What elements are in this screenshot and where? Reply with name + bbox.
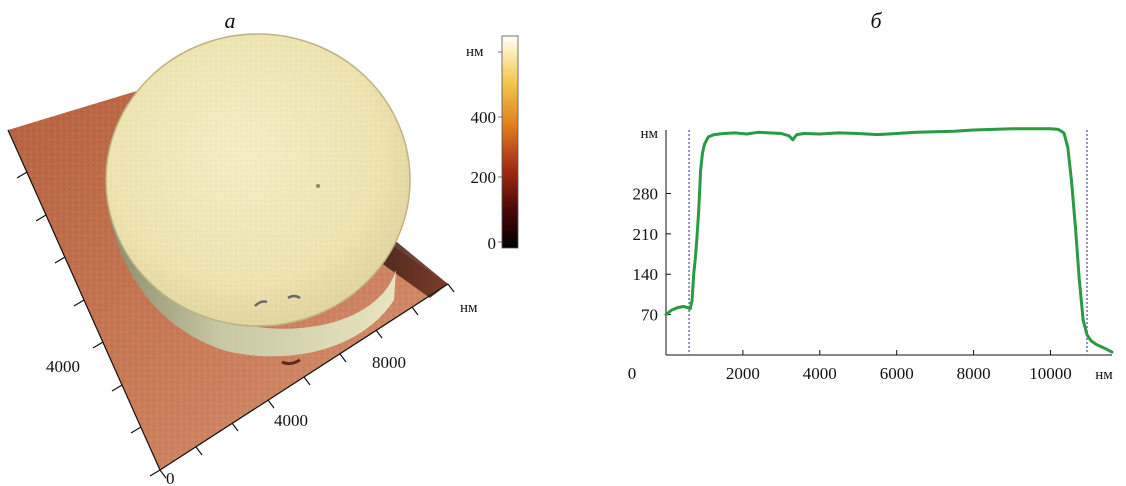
x-tick-label: 6000 [880,364,914,383]
x-tick-label: 10000 [1029,364,1072,383]
afm-right-axis-ticks [159,283,455,479]
y-tick-label: 210 [633,225,659,244]
profile-line [664,127,1114,354]
x-tick-label: 0 [628,364,637,383]
y-tick-label: 70 [641,306,658,325]
y-axis-unit: нм [640,126,658,142]
afm-3d-surface [7,33,455,479]
y-tick-label: 140 [633,265,659,284]
afm-left-tick-4000: 4000 [46,357,80,376]
colorbar-gradient [501,35,519,249]
afm-right-tick-0: 0 [166,469,175,486]
colorbar-tick-0: 0 [488,234,497,253]
afm-right-tick-4000: 4000 [274,411,308,430]
afm-cylinder-wall [105,160,396,357]
colorbar-tick-400: 400 [471,108,497,127]
y-tick-label: 280 [633,184,659,203]
profile-chart: 70 140 210 280 нм 0 2000 4000 6000 8000 10000 нм [628,126,1114,383]
afm-base-edge [380,238,448,298]
x-tick-label: 2000 [726,364,760,383]
panel-a-label: а [225,8,236,33]
colorbar-unit: нм [466,44,484,60]
panel-a: а [7,8,519,486]
panel-b-label: б [870,8,882,33]
x-tick-label: 4000 [803,364,837,383]
colorbar-tick-200: 200 [471,168,497,187]
x-tick-label: 8000 [957,364,991,383]
x-axis-unit: нм [1095,367,1113,383]
afm-left-axis-ticks [16,171,161,477]
panel-b: б 70 140 210 280 нм 0 2000 4000 6000 8000 10000 нм [628,8,1114,383]
colorbar: нм 400 200 0 [466,35,519,253]
afm-right-axis-unit: нм [460,300,478,316]
afm-right-tick-8000: 8000 [372,353,406,372]
